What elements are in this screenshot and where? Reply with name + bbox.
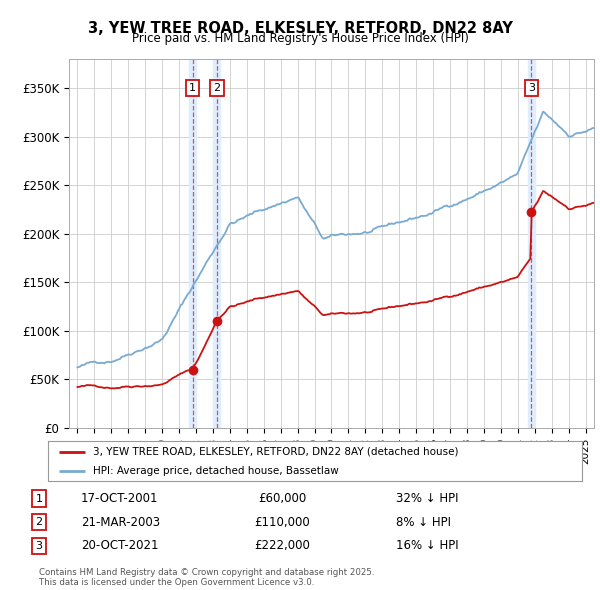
Bar (528, 59, 535, 428)
Bar (214, 59, 220, 428)
Text: 32% ↓ HPI: 32% ↓ HPI (396, 492, 458, 505)
Text: 16% ↓ HPI: 16% ↓ HPI (396, 539, 458, 552)
Text: £60,000: £60,000 (258, 492, 306, 505)
Text: 20-OCT-2021: 20-OCT-2021 (81, 539, 158, 552)
Text: 3: 3 (528, 83, 535, 93)
Text: 3, YEW TREE ROAD, ELKESLEY, RETFORD, DN22 8AY: 3, YEW TREE ROAD, ELKESLEY, RETFORD, DN2… (88, 21, 512, 35)
Text: 3, YEW TREE ROAD, ELKESLEY, RETFORD, DN22 8AY (detached house): 3, YEW TREE ROAD, ELKESLEY, RETFORD, DN2… (94, 447, 459, 457)
Text: 1: 1 (189, 83, 196, 93)
Text: 21-MAR-2003: 21-MAR-2003 (81, 516, 160, 529)
Text: 2: 2 (213, 83, 220, 93)
Text: 3: 3 (35, 541, 43, 550)
Text: 17-OCT-2001: 17-OCT-2001 (81, 492, 158, 505)
Text: 1: 1 (35, 494, 43, 503)
Text: Price paid vs. HM Land Registry's House Price Index (HPI): Price paid vs. HM Land Registry's House … (131, 32, 469, 45)
Text: HPI: Average price, detached house, Bassetlaw: HPI: Average price, detached house, Bass… (94, 466, 339, 476)
Text: £110,000: £110,000 (254, 516, 310, 529)
Bar (189, 59, 196, 428)
Text: 2: 2 (35, 517, 43, 527)
Text: £222,000: £222,000 (254, 539, 310, 552)
Text: Contains HM Land Registry data © Crown copyright and database right 2025.
This d: Contains HM Land Registry data © Crown c… (39, 568, 374, 587)
Text: 8% ↓ HPI: 8% ↓ HPI (396, 516, 451, 529)
